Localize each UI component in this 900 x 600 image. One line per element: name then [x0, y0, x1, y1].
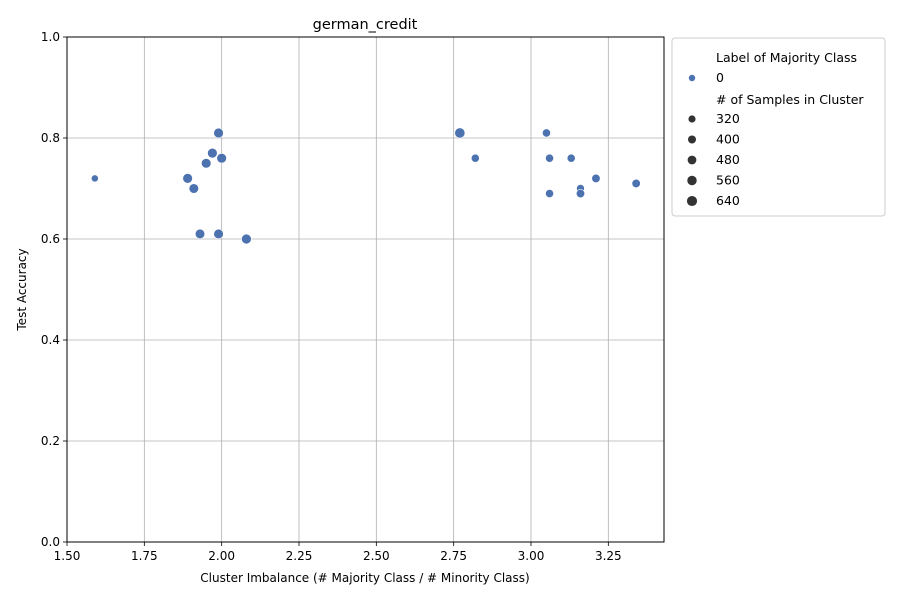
data-point: [90, 174, 99, 183]
y-tick-label: 0.0: [41, 535, 60, 549]
legend-size-label: 400: [716, 132, 740, 147]
legend-size-marker: [687, 155, 697, 165]
y-tick-label: 0.2: [41, 434, 60, 448]
x-tick-label: 2.00: [208, 549, 235, 563]
x-tick-label: 3.00: [518, 549, 545, 563]
x-tick-label: 2.75: [440, 549, 467, 563]
data-point: [566, 153, 576, 163]
data-point: [207, 147, 218, 159]
x-tick-label: 1.75: [131, 549, 158, 563]
y-axis-ticks: 0.0 0.2 0.4 0.6 0.8 1.0: [41, 30, 67, 549]
legend-hue-label: 0: [716, 70, 724, 85]
legend-size-entries: 320 400 480 560 640: [686, 111, 740, 208]
data-point: [631, 178, 641, 188]
y-tick-label: 0.8: [41, 131, 60, 145]
plot-frame: [66, 36, 665, 543]
data-point: [542, 128, 551, 138]
y-tick-label: 1.0: [41, 30, 60, 44]
legend-size-label: 480: [716, 152, 740, 167]
legend-size-title: # of Samples in Cluster: [716, 92, 864, 107]
x-tick-label: 2.25: [286, 549, 313, 563]
legend-size-label: 320: [716, 111, 740, 126]
data-point: [201, 158, 212, 169]
data-point: [545, 153, 554, 163]
legend-size-marker: [687, 175, 697, 186]
x-tick-label: 1.50: [54, 549, 81, 563]
y-tick-label: 0.4: [41, 333, 60, 347]
legend-hue-entries: 0: [688, 70, 724, 85]
legend-hue-title: Label of Majority Class: [716, 50, 857, 65]
data-point: [470, 153, 480, 163]
legend-size-marker: [686, 195, 698, 207]
legend-size-label: 560: [716, 173, 740, 188]
x-axis-ticks: 1.50 1.75 2.00 2.25 2.50 2.75 3.00 3.25: [54, 542, 622, 563]
data-point: [454, 127, 466, 139]
data-point: [194, 228, 206, 240]
data-points: [90, 127, 641, 245]
legend-size-label: 640: [716, 193, 740, 208]
x-tick-label: 3.25: [595, 549, 622, 563]
data-point: [182, 173, 193, 184]
legend: Label of Majority Class 0 # of Samples i…: [671, 37, 886, 217]
data-point: [591, 173, 601, 183]
chart-title: german_credit: [313, 17, 418, 33]
data-point: [241, 233, 252, 245]
y-tick-label: 0.6: [41, 232, 60, 246]
data-point: [216, 153, 227, 164]
legend-size-marker: [688, 135, 696, 144]
grid-lines: [66, 36, 664, 543]
data-point: [545, 189, 554, 198]
legend-hue-marker: [688, 74, 696, 82]
legend-box: [671, 37, 886, 217]
x-axis-label: Cluster Imbalance (# Majority Class / # …: [200, 571, 529, 585]
data-point: [213, 228, 224, 240]
data-point: [575, 189, 586, 199]
legend-size-marker: [688, 115, 696, 123]
data-point: [213, 127, 224, 139]
x-tick-label: 2.50: [363, 549, 390, 563]
y-axis-label: Test Accuracy: [15, 248, 29, 331]
data-point: [188, 183, 199, 194]
